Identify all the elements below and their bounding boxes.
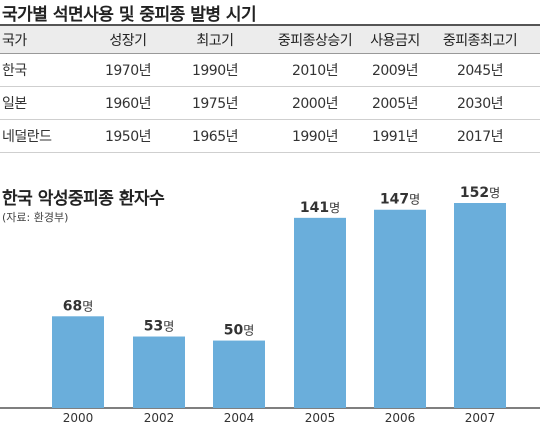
table-title: 국가별 석면사용 및 중피종 발병 시기 (2, 5, 257, 25)
table-row: 네덜란드 1950년 1965년 1990년 1991년 2017년 (0, 120, 540, 153)
table-cell: 2045년 (456, 63, 504, 79)
table-cell: 2030년 (456, 96, 504, 112)
bar-value-label: 152명 (460, 185, 500, 201)
table-row: 일본 1960년 1975년 2000년 2005년 2030년 (0, 87, 540, 120)
bar-2002 (133, 336, 185, 408)
table-cell: 1990년 (191, 63, 239, 79)
x-tick-label: 2005 (305, 411, 336, 425)
bar-value-label: 68명 (63, 298, 94, 314)
table-cell: 일본 (2, 96, 27, 112)
asbestos-timeline-table: 국가 성장기 최고기 중피종상승기 사용금지 중피종최고기 한국 1970년 1… (0, 24, 540, 153)
x-tick-label: 2004 (224, 411, 255, 425)
table-cell: 한국 (2, 63, 27, 79)
bar-value-label: 141명 (300, 200, 340, 216)
x-tick-label: 2000 (63, 411, 94, 425)
header-cell-mesothelioma-rise: 중피종상승기 (277, 32, 353, 49)
table-header-row: 국가 성장기 최고기 중피종상승기 사용금지 중피종최고기 (0, 24, 540, 54)
table-cell: 2000년 (291, 96, 339, 112)
header-cell-mesothelioma-peak: 중피종최고기 (442, 32, 518, 49)
bar-value-label: 50명 (224, 323, 255, 339)
x-tick-label: 2007 (465, 411, 496, 425)
table-cell: 2005년 (371, 96, 419, 112)
table-cell: 1965년 (191, 129, 239, 145)
table-cell: 2010년 (291, 63, 339, 79)
table-cell: 2009년 (371, 63, 419, 79)
bar-2000 (52, 316, 104, 408)
x-tick-label: 2002 (144, 411, 175, 425)
table-cell: 1990년 (291, 129, 339, 145)
bar-2005 (294, 217, 346, 408)
bar-value-label: 53명 (144, 319, 175, 335)
table-cell: 1960년 (104, 96, 152, 112)
table-cell: 1991년 (371, 129, 419, 145)
header-cell-peak-period: 최고기 (196, 32, 234, 49)
table-cell: 1975년 (191, 96, 239, 112)
table-cell: 1950년 (104, 129, 152, 145)
header-cell-country: 국가 (2, 32, 27, 49)
bar-2007 (454, 203, 506, 408)
table-cell: 네덜란드 (2, 129, 52, 145)
bar-value-label: 147명 (380, 192, 420, 208)
header-cell-ban: 사용금지 (370, 32, 420, 49)
table-cell: 2017년 (456, 129, 504, 145)
x-tick-label: 2006 (385, 411, 416, 425)
header-cell-growth-period: 성장기 (109, 32, 147, 49)
chart-title: 한국 악성중피종 환자수 (2, 189, 165, 209)
bar-2006 (374, 209, 426, 408)
chart-source: (자료: 환경부) (2, 211, 69, 224)
bar-2004 (213, 340, 265, 408)
table-cell: 1970년 (104, 63, 152, 79)
table-row: 한국 1970년 1990년 2010년 2009년 2045년 (0, 54, 540, 87)
